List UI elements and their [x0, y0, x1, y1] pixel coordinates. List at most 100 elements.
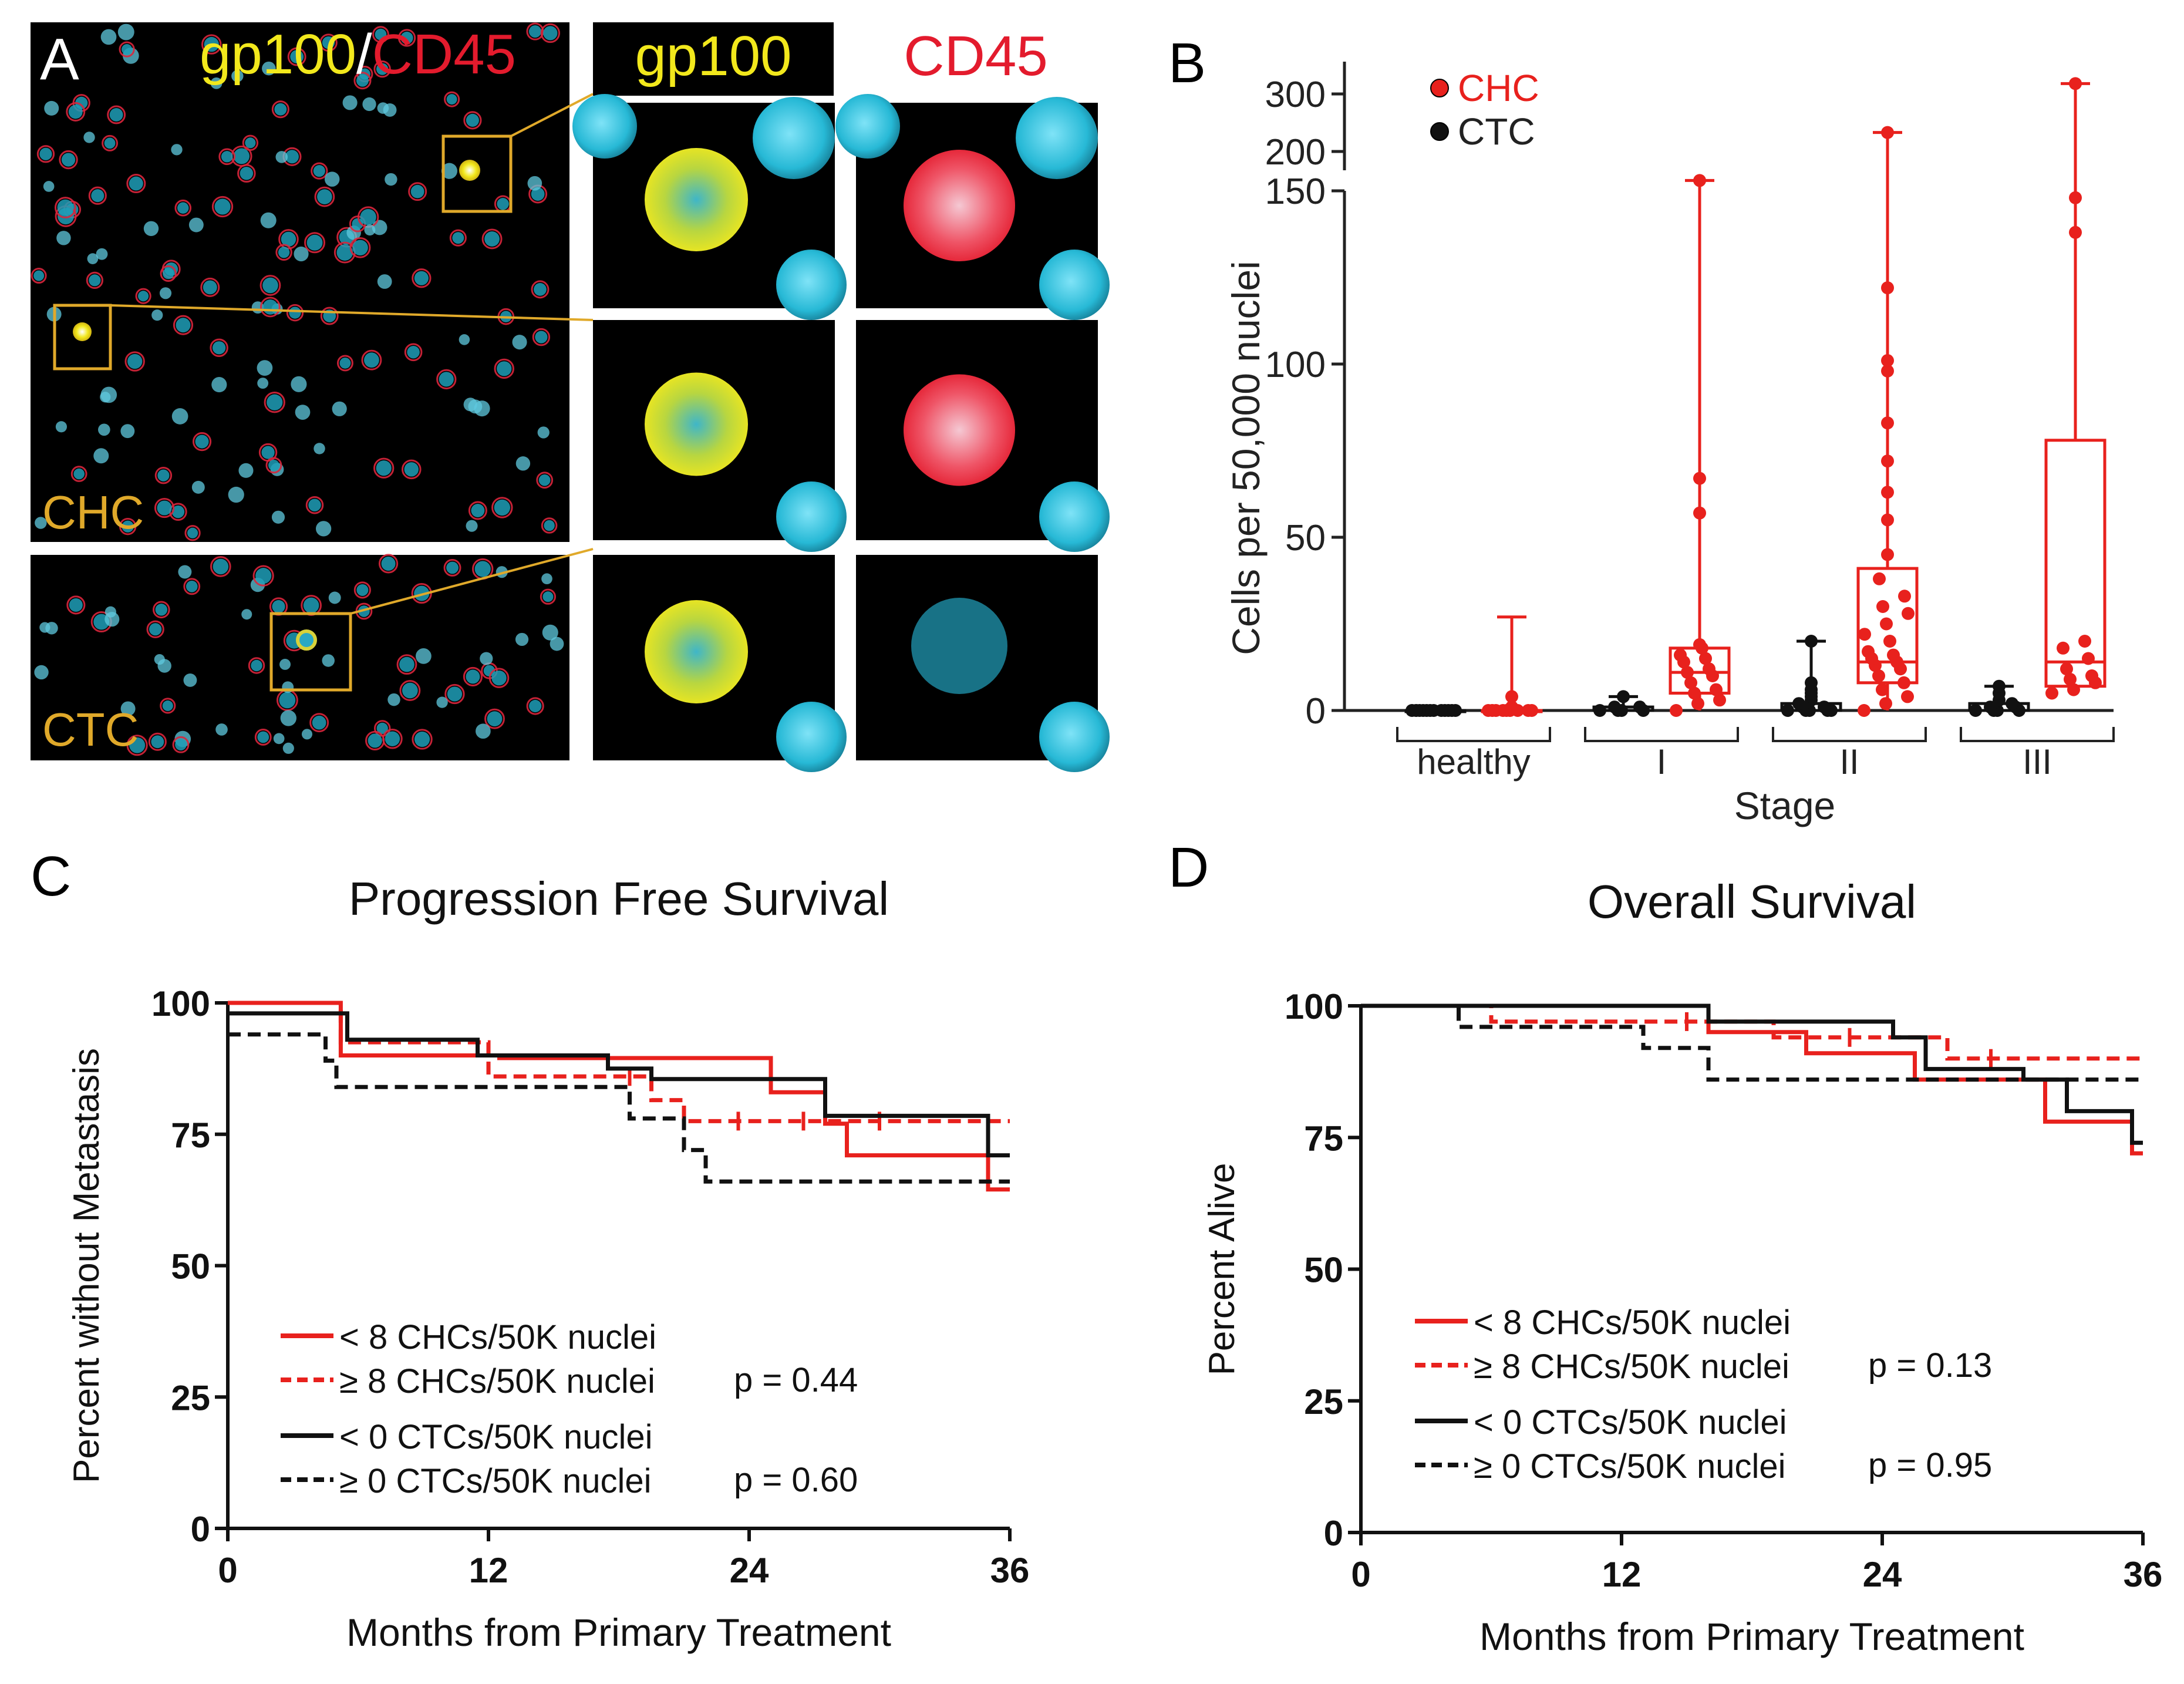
- data-point: [1617, 690, 1630, 703]
- cell-nucleus: [273, 733, 285, 745]
- cell-nucleus: [439, 372, 454, 387]
- y-tick-label: 50: [171, 1247, 210, 1286]
- data-point: [1969, 704, 1982, 717]
- cell-nucleus: [494, 499, 511, 516]
- x-tick-label: 0: [1351, 1555, 1370, 1594]
- data-point: [1699, 652, 1712, 665]
- legend-label-ctc: CTC: [1458, 110, 1535, 153]
- cell-nucleus: [44, 100, 59, 116]
- data-point: [2060, 662, 2073, 676]
- cell-nucleus: [314, 443, 325, 454]
- y-tick-label: 75: [171, 1116, 210, 1155]
- cell-membrane: [210, 556, 231, 577]
- cell-membrane: [36, 145, 55, 163]
- cell-nucleus: [89, 274, 101, 287]
- cell-nucleus: [204, 36, 219, 52]
- y-tick-label: 0: [1324, 1514, 1343, 1553]
- cell-nucleus: [177, 202, 189, 214]
- cell-nucleus: [238, 463, 254, 478]
- cell-membrane: [353, 72, 372, 90]
- cell-membrane: [173, 315, 194, 335]
- legend-label-0: < 8 CHCs/50K nuclei: [1474, 1304, 1791, 1342]
- cell-nucleus: [491, 670, 507, 686]
- cell-nucleus: [129, 176, 143, 191]
- y-axis-label: Cells per 50,000 nuclei: [1224, 261, 1268, 655]
- cell-nucleus: [151, 309, 163, 321]
- cell-nucleus: [120, 701, 136, 716]
- cell-nucleus: [268, 459, 279, 471]
- title-gp100: gp100: [200, 23, 356, 86]
- cell-nucleus: [122, 43, 133, 55]
- data-point: [1670, 704, 1683, 717]
- cell-nucleus: [512, 335, 527, 350]
- chc-zoom-box-2: [53, 304, 112, 371]
- legend-marker-ctc: [1430, 122, 1449, 141]
- cell-membrane: [259, 275, 281, 296]
- cell-nucleus: [178, 565, 192, 579]
- data-point: [1873, 572, 1886, 585]
- cell-nucleus: [171, 505, 185, 518]
- cell-nucleus: [484, 231, 500, 247]
- cell-nucleus: [404, 462, 419, 477]
- cell-nucleus: [122, 520, 134, 533]
- x-tick-label: 12: [1602, 1555, 1642, 1594]
- group-label: I: [1657, 742, 1667, 782]
- km-curve-1: [228, 1001, 1010, 1123]
- group-bracket: [1772, 727, 1927, 742]
- cell-nucleus: [228, 486, 244, 503]
- cell-nucleus: [98, 423, 110, 436]
- cell-nucleus: [245, 137, 256, 149]
- cell-membrane: [126, 735, 148, 756]
- chc-highlight-cell-2: [73, 322, 92, 341]
- cell-nucleus: [69, 598, 83, 612]
- cell-nucleus: [73, 468, 85, 480]
- y-axis-label: Percent without Metastasis: [66, 1048, 107, 1483]
- cell-nucleus: [416, 648, 432, 664]
- x-axis-label: Months from Primary Treatment: [346, 1611, 891, 1654]
- cell-membrane: [491, 497, 513, 518]
- cell-nucleus: [137, 291, 149, 302]
- box-I-CHC: [1669, 174, 1731, 717]
- cell-membrane: [396, 654, 417, 675]
- cell-membrane: [412, 729, 433, 750]
- cell-membrane: [404, 343, 423, 362]
- data-point: [1818, 700, 1831, 714]
- legend-label-2: < 0 CTCs/50K nuclei: [339, 1418, 653, 1456]
- panel-c-survival: Progression Free Survival 0 25 50 75 100 0 12 24…: [66, 873, 1029, 1654]
- cell-nucleus: [183, 673, 197, 687]
- cell-nucleus: [105, 606, 116, 618]
- cell-membrane: [436, 369, 457, 390]
- gp100-positive-cell: [645, 600, 748, 703]
- cell-membrane: [148, 732, 167, 751]
- cell-nucleus: [267, 394, 283, 410]
- cell-membrane: [372, 26, 389, 43]
- cell-nucleus: [377, 274, 392, 289]
- column-header-gp100: gp100: [635, 25, 792, 87]
- cell-nucleus: [260, 212, 277, 228]
- cell-nucleus: [93, 448, 109, 464]
- data-point: [1522, 704, 1535, 717]
- cell-nucleus: [364, 224, 376, 236]
- x-tick-label: 24: [730, 1551, 769, 1590]
- cell-nucleus: [91, 189, 105, 203]
- data-point: [2069, 77, 2082, 90]
- legend-marker-chc: [1430, 79, 1449, 97]
- cell-nucleus: [356, 584, 369, 596]
- cell-nucleus: [195, 435, 209, 449]
- cell-nucleus: [483, 665, 496, 677]
- cell-membrane: [311, 162, 328, 180]
- p-value-1: p = 0.60: [734, 1461, 858, 1499]
- x-tick-label: 24: [1863, 1555, 1902, 1594]
- cell-membrane: [184, 525, 201, 541]
- data-point: [1713, 693, 1726, 707]
- cell-nucleus: [191, 480, 205, 494]
- cell-membrane: [154, 497, 175, 518]
- km-curve-2: [228, 1011, 1010, 1158]
- cell-nucleus: [381, 556, 396, 571]
- data-point: [1593, 704, 1606, 717]
- cell-membrane: [411, 582, 432, 604]
- row-label-chc: CHC: [42, 486, 144, 538]
- chc-zoom-box-1: [441, 134, 513, 213]
